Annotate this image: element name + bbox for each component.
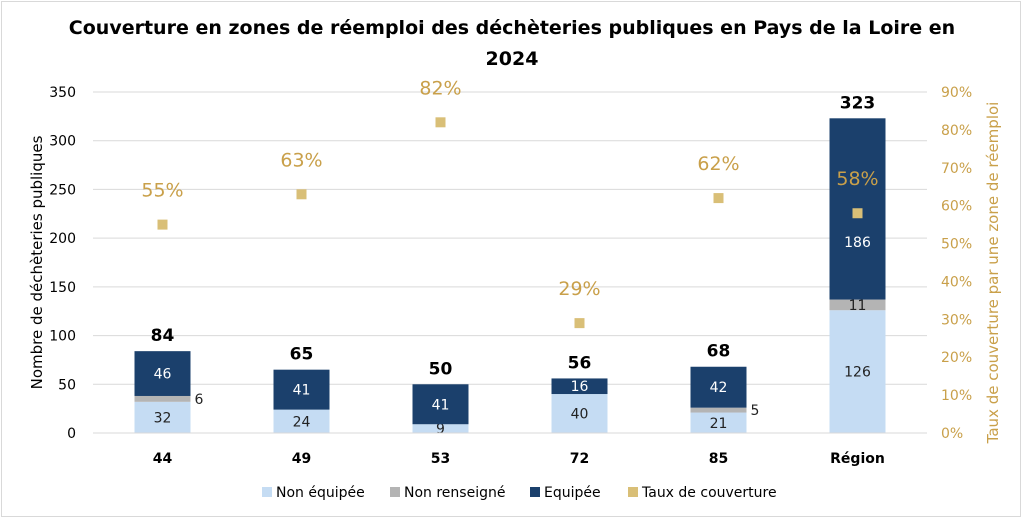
bar-value-label: 24 — [293, 414, 311, 430]
bar-segment — [134, 395, 191, 402]
coverage-point — [574, 318, 585, 329]
legend-label: Non équipée — [276, 485, 365, 501]
bar-value-label: 6 — [195, 392, 204, 408]
total-label: 323 — [840, 93, 876, 113]
bar-value-label: 186 — [844, 235, 871, 251]
x-tick-label: 72 — [570, 451, 589, 467]
bar-segment — [273, 409, 330, 433]
bar-value-label: 5 — [751, 403, 760, 419]
y-tick-label: 50 — [58, 377, 76, 393]
coverage-point — [296, 189, 307, 200]
bar-segment — [134, 351, 191, 396]
x-tick-label: Région — [830, 451, 885, 467]
y2-tick-label: 10% — [941, 388, 972, 404]
y-tick-label: 0 — [67, 426, 76, 442]
total-label: 50 — [429, 359, 453, 379]
legend-swatch — [628, 487, 638, 497]
coverage-label: 55% — [141, 180, 183, 202]
bar-segment — [551, 378, 608, 395]
bar-segment — [690, 366, 747, 408]
x-tick-label: 44 — [153, 451, 173, 467]
bar-value-label: 41 — [432, 397, 450, 413]
coverage-point — [713, 193, 724, 204]
bar-segment — [412, 384, 469, 425]
bar-segment — [412, 424, 469, 433]
bar-value-label: 16 — [571, 379, 589, 395]
x-tick-label: 53 — [431, 451, 450, 467]
bar-segment — [690, 407, 747, 413]
coverage-label: 63% — [280, 149, 322, 171]
y-tick-label: 150 — [49, 280, 76, 296]
bar-value-label: 40 — [571, 407, 589, 423]
y-tick-label: 300 — [49, 134, 76, 150]
y2-axis-title: Taux de couverture par une zone de réemp… — [984, 102, 1002, 445]
legend-label: Non renseigné — [404, 485, 505, 501]
x-tick-label: 49 — [292, 451, 311, 467]
bar-value-label: 9 — [436, 422, 445, 438]
bar-segment — [551, 394, 608, 433]
coverage-label: 58% — [836, 168, 878, 190]
coverage-point — [435, 117, 446, 128]
y2-tick-label: 40% — [941, 274, 972, 290]
total-label: 56 — [568, 353, 592, 373]
coverage-label: 29% — [558, 278, 600, 300]
coverage-point — [852, 208, 863, 219]
legend-swatch — [530, 487, 540, 497]
y2-tick-label: 50% — [941, 237, 972, 253]
coverage-label: 82% — [419, 77, 461, 99]
y2-tick-label: 80% — [941, 123, 972, 139]
bar-segment — [134, 401, 191, 433]
bar-segment — [690, 412, 747, 433]
coverage-point — [157, 219, 168, 230]
bar-segment — [273, 369, 330, 410]
bar-value-label: 126 — [844, 365, 871, 381]
bar-value-label: 42 — [710, 380, 728, 396]
total-label: 65 — [290, 345, 314, 365]
bar-value-label: 11 — [849, 298, 867, 314]
y2-tick-label: 20% — [941, 350, 972, 366]
bar-value-label: 32 — [154, 410, 172, 426]
bar-value-label: 46 — [154, 367, 172, 383]
chart-title-line2: 2024 — [486, 48, 539, 70]
y2-tick-label: 70% — [941, 161, 972, 177]
legend-label: Equipée — [544, 485, 601, 501]
y-tick-label: 100 — [49, 329, 76, 345]
total-label: 84 — [151, 326, 175, 346]
y2-tick-label: 30% — [941, 312, 972, 328]
legend-swatch — [390, 487, 400, 497]
y-axis-title: Nombre de déchèteries publiques — [28, 135, 46, 389]
bar-segment — [829, 310, 886, 433]
y-tick-label: 350 — [49, 85, 76, 101]
legend-label: Taux de couverture — [641, 485, 777, 501]
x-tick-label: 85 — [709, 451, 728, 467]
bar-segment — [829, 299, 886, 311]
legend-swatch — [262, 487, 272, 497]
y2-tick-label: 60% — [941, 199, 972, 215]
y-tick-label: 200 — [49, 231, 76, 247]
chart-title: Couverture en zones de réemploi des déch… — [69, 17, 955, 39]
y-tick-label: 250 — [49, 182, 76, 198]
total-label: 68 — [707, 342, 731, 362]
y2-tick-label: 0% — [941, 426, 963, 442]
bar-value-label: 21 — [710, 416, 728, 432]
bar-value-label: 41 — [293, 383, 311, 399]
y2-tick-label: 90% — [941, 85, 972, 101]
coverage-label: 62% — [697, 153, 739, 175]
